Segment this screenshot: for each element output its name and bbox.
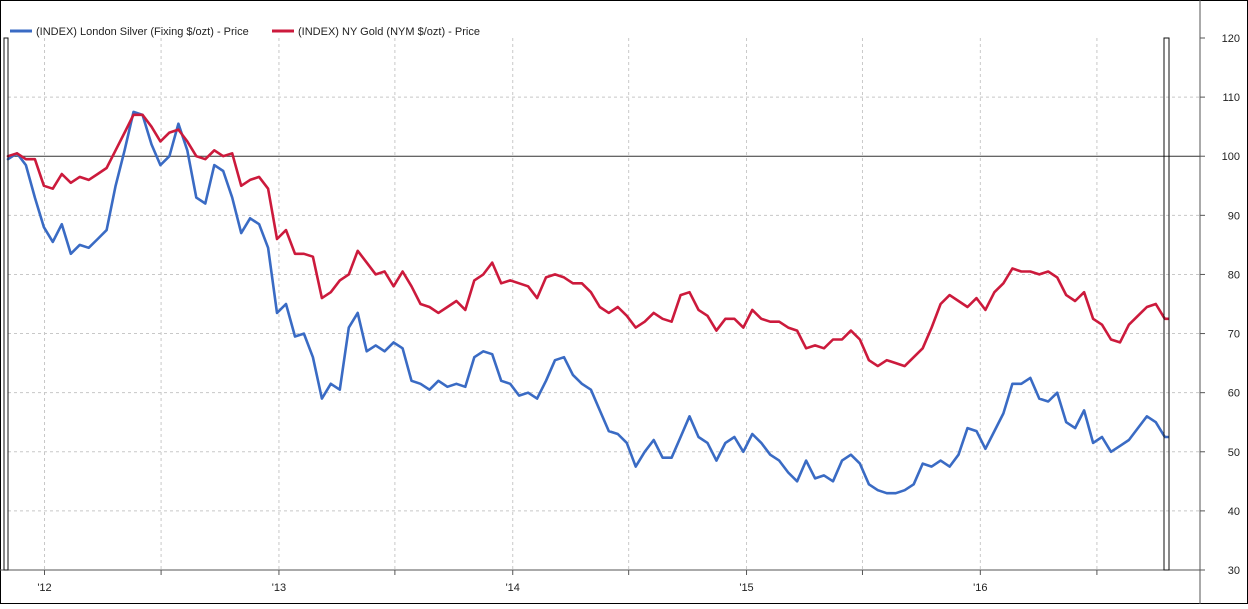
y-tick-label: 100 [1222,151,1240,163]
y-tick-label: 50 [1228,447,1240,459]
y-tick-label: 120 [1222,33,1240,45]
legend: (INDEX) London Silver (Fixing $/ozt) - P… [10,26,480,38]
y-tick-label: 70 [1228,329,1240,341]
y-tick-label: 40 [1228,506,1240,518]
legend-label-silver: (INDEX) London Silver (Fixing $/ozt) - P… [36,26,249,38]
y-tick-label: 30 [1228,565,1240,577]
series-line-gold [6,113,1170,368]
x-axis: '12 '13 '14 '15 '16 [37,570,1098,594]
x-tick-label: '14 [506,582,520,594]
grid-lines [8,38,1200,570]
x-tick-label: '16 [973,582,987,594]
left-range-marker [3,37,9,571]
right-range-marker [1163,37,1170,571]
x-tick-label: '12 [37,582,51,594]
series-lines [6,110,1170,495]
y-tick-label: 60 [1228,388,1240,400]
y-axis: 30 40 50 60 70 80 90 100 110 120 [1200,33,1240,577]
legend-label-gold: (INDEX) NY Gold (NYM $/ozt) - Price [298,26,480,38]
y-tick-label: 80 [1228,269,1240,281]
series-line-silver [6,110,1170,495]
y-tick-label: 110 [1222,92,1240,104]
y-tick-label: 90 [1228,210,1240,222]
x-tick-label: '15 [739,582,753,594]
x-tick-label: '13 [272,582,286,594]
